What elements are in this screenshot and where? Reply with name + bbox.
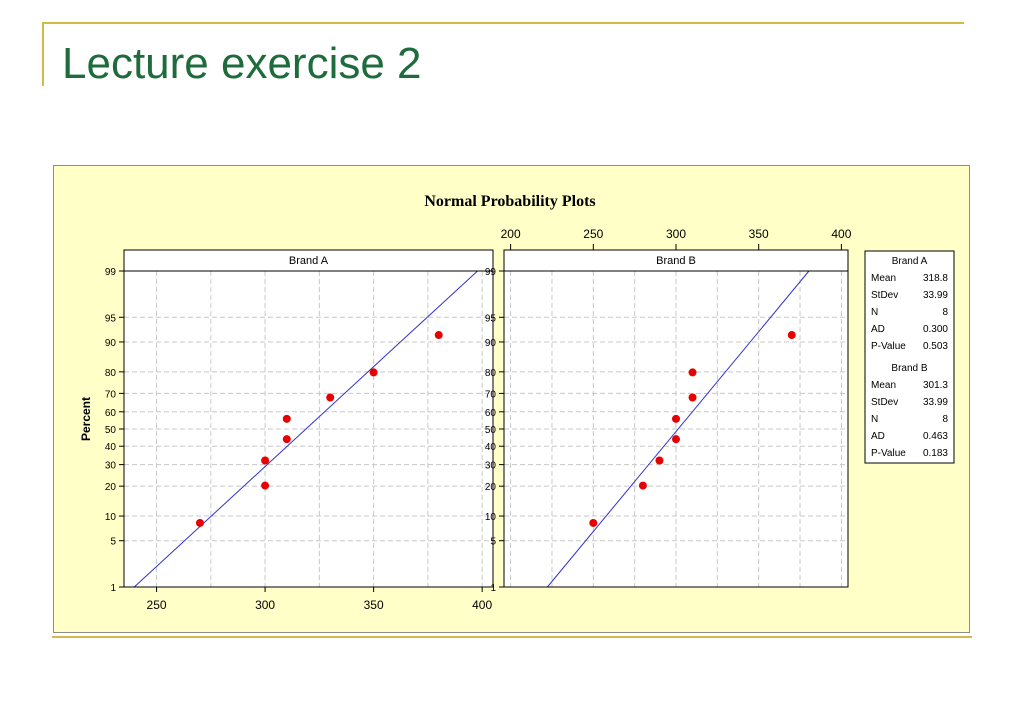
panel-a-y-tick-label: 90 <box>105 338 117 349</box>
panel-a-data-point <box>434 331 443 340</box>
panel-b-data-point <box>688 393 697 402</box>
panel-b-y-tick-label: 95 <box>485 313 497 324</box>
legend-stat-label: P-Value <box>871 341 906 352</box>
panel-a-y-tick-label: 60 <box>105 408 117 419</box>
panel-a-data-point <box>369 368 378 377</box>
panel-b-y-tick-label: 90 <box>485 338 497 349</box>
legend-stat-label: Mean <box>871 273 896 284</box>
panel-a-x-tick-label: 300 <box>255 598 275 612</box>
panel-b-y-tick-label: 60 <box>485 408 497 419</box>
panel-a-fit-line <box>133 270 478 588</box>
panel-b-y-tick-label: 99 <box>485 267 497 278</box>
panel-b-data-point <box>672 414 680 423</box>
left-accent-rule <box>42 22 44 86</box>
legend-stat-value: 8 <box>942 414 948 425</box>
panel-a-y-tick-label: 30 <box>105 461 117 472</box>
panel-b-y-tick-label: 1 <box>490 583 496 594</box>
legend-stat-label: N <box>871 414 878 425</box>
legend-stat-value: 0.300 <box>923 324 948 335</box>
panel-b-y-tick-label: 30 <box>485 461 497 472</box>
panel-b-y-tick-label: 40 <box>485 442 497 453</box>
panel-b-y-tick-label: 80 <box>485 368 497 379</box>
panel-b-x-tick-label: 200 <box>501 227 521 241</box>
panel-a-y-tick-label: 20 <box>105 482 117 493</box>
panel-b-strip-label: Brand B <box>656 255 696 267</box>
legend-stat-value: 301.3 <box>923 380 948 391</box>
panel-a-data-point <box>282 414 291 423</box>
panel-a-y-tick-label: 80 <box>105 368 117 379</box>
panel-a-y-tick-label: 99 <box>105 267 117 278</box>
legend-stat-label: AD <box>871 324 885 335</box>
legend-stat-value: 33.99 <box>923 397 948 408</box>
bottom-rule <box>52 636 972 638</box>
panel-a-background <box>124 250 493 587</box>
panel-a-strip-label: Brand A <box>289 255 329 267</box>
panel-a-y-tick-label: 50 <box>105 425 117 436</box>
panel-b-x-tick-label: 350 <box>749 227 769 241</box>
panel-b-y-tick-label: 5 <box>490 537 496 548</box>
panel-a-data-point <box>326 393 335 402</box>
panel-b-x-tick-label: 400 <box>831 227 851 241</box>
legend-stat-value: 0.183 <box>923 448 948 459</box>
panel-a-x-tick-label: 400 <box>472 598 492 612</box>
normal-probability-chart: Normal Probability Plots Percent 1 5 10 20 30 4… <box>79 193 955 612</box>
legend-stat-value: 0.503 <box>923 341 948 352</box>
panel-a-data-point <box>282 435 291 444</box>
panel-a-y-tick-label: 5 <box>110 537 116 548</box>
panel-a-y-tick-label: 40 <box>105 442 117 453</box>
panel-b-x-tick-label: 300 <box>666 227 686 241</box>
panel-b-fit-line <box>546 270 810 588</box>
panel-a-data-point <box>195 518 204 527</box>
panel-a-data-point <box>261 481 270 490</box>
chart-figure: Normal Probability Plots Percent 1 5 10 20 30 4… <box>53 165 970 633</box>
legend-stat-label: P-Value <box>871 448 906 459</box>
panel-b-y-tick-label: 70 <box>485 389 497 400</box>
panel-b-data-point <box>672 435 680 444</box>
panel-a-data-point <box>261 456 270 465</box>
panel-b-data-point <box>655 456 664 465</box>
legend-stat-label: StDev <box>871 397 898 408</box>
slide-title: Lecture exercise 2 <box>62 39 422 88</box>
legend-group-title: Brand A <box>892 256 928 267</box>
panel-a-y-tick-label: 10 <box>105 512 117 523</box>
panel-b-data-point <box>638 481 647 490</box>
panel-b-y-tick-label: 10 <box>485 512 497 523</box>
panel-a-frame <box>123 249 494 588</box>
panel-b-data-point <box>589 518 598 527</box>
panel-a-x-tick-label: 250 <box>147 598 167 612</box>
panel-a-y-tick-label: 95 <box>105 313 117 324</box>
panel-a-y-tick-label: 70 <box>105 389 117 400</box>
panel-b-y-tick-label: 20 <box>485 482 497 493</box>
legend-stat-label: AD <box>871 431 885 442</box>
legend-stat-value: 8 <box>942 307 948 318</box>
panel-b-data-point <box>787 331 796 340</box>
panel-b-x-tick-label: 250 <box>583 227 603 241</box>
panel-b-y-tick-label: 50 <box>485 425 497 436</box>
legend-stat-label: Mean <box>871 380 896 391</box>
y-axis-label: Percent <box>79 397 93 441</box>
legend-stat-label: StDev <box>871 290 898 301</box>
legend-stat-value: 0.463 <box>923 431 948 442</box>
chart-title: Normal Probability Plots <box>424 193 595 210</box>
stats-legend-box <box>864 250 955 464</box>
legend-stat-label: N <box>871 307 878 318</box>
legend-stat-value: 33.99 <box>923 290 948 301</box>
panel-b-data-point <box>688 368 697 377</box>
panel-a-y-tick-label: 1 <box>110 583 116 594</box>
panel-a-x-tick-label: 350 <box>364 598 384 612</box>
top-rule <box>44 22 964 24</box>
legend-stat-value: 318.8 <box>923 273 948 284</box>
legend-group-title: Brand B <box>891 363 927 374</box>
